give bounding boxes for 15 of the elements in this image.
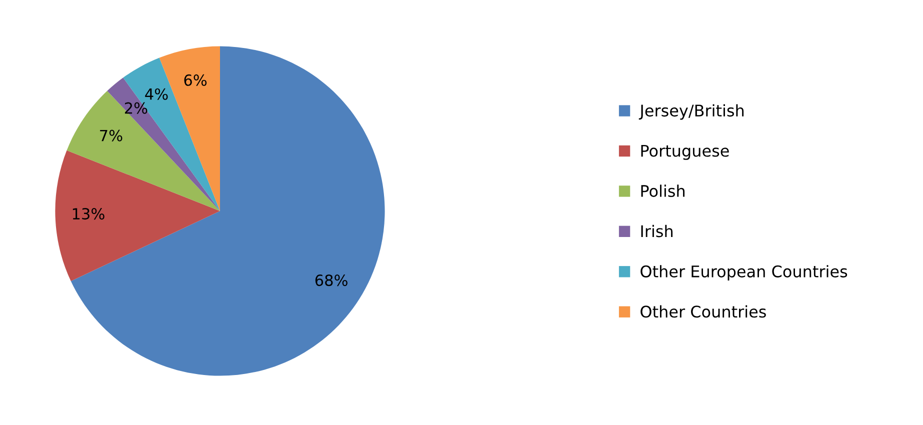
data-label: 68% bbox=[315, 274, 348, 286]
legend-label: Portuguese bbox=[641, 144, 729, 160]
legend-label: Jersey/British bbox=[638, 104, 744, 120]
data-label: 13% bbox=[72, 208, 104, 220]
legend-label: Polish bbox=[641, 184, 684, 198]
pie-slice bbox=[70, 46, 385, 376]
legend-label: Other Countries bbox=[640, 305, 766, 318]
legend-label: Irish bbox=[641, 224, 673, 238]
data-label: 4% bbox=[145, 88, 168, 100]
pie-slice bbox=[55, 150, 220, 282]
legend-label: Other European Countries bbox=[640, 265, 848, 281]
data-label: 6% bbox=[184, 74, 207, 86]
pie-slice bbox=[123, 58, 220, 211]
data-label: 2% bbox=[124, 102, 148, 114]
data-label: 7% bbox=[100, 130, 122, 142]
